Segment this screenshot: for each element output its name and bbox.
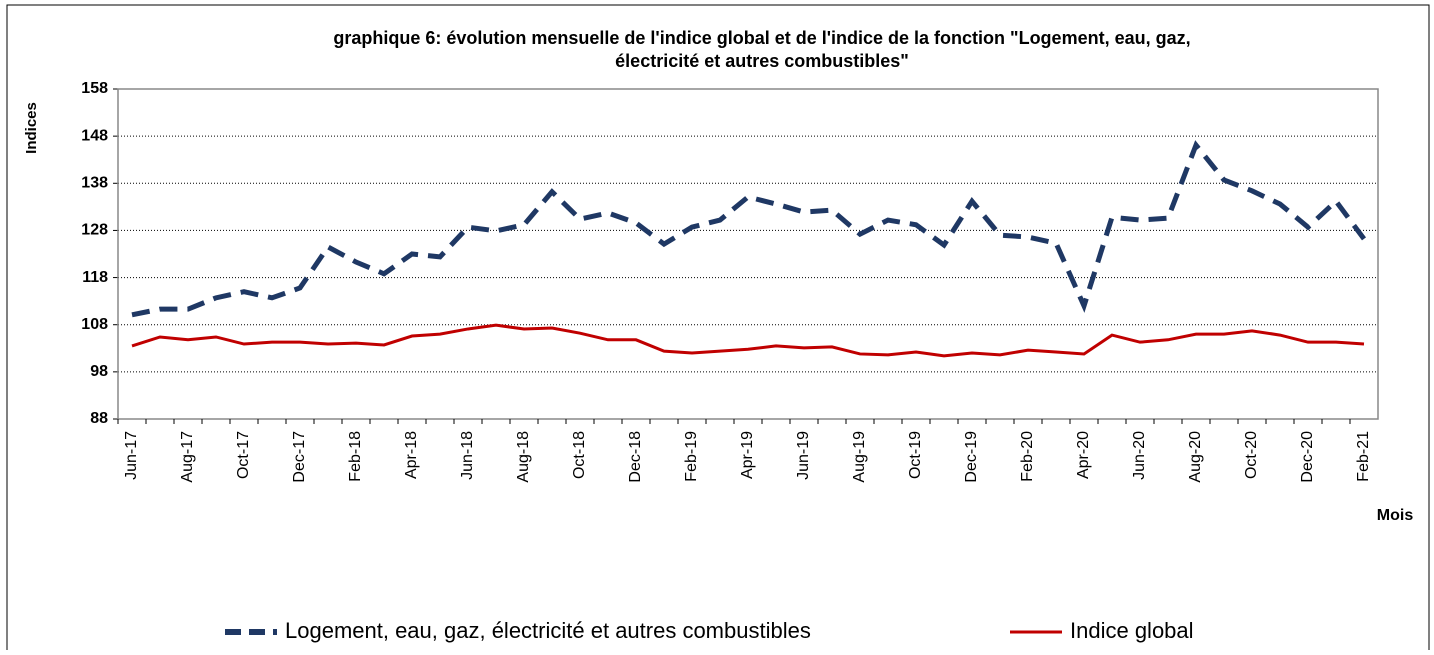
x-tick-label: Oct-20 bbox=[1243, 431, 1260, 479]
chart-title: graphique 6: évolution mensuelle de l'in… bbox=[333, 28, 1190, 48]
x-tick-label: Apr-19 bbox=[739, 431, 756, 479]
legend-label: Indice global bbox=[1070, 618, 1194, 643]
x-tick-label: Oct-18 bbox=[571, 431, 588, 479]
x-tick-label: Feb-21 bbox=[1355, 431, 1372, 482]
x-tick-label: Dec-17 bbox=[291, 431, 308, 483]
x-tick-label: Feb-20 bbox=[1019, 431, 1036, 482]
x-tick-label: Jun-18 bbox=[459, 431, 476, 480]
y-tick-label: 148 bbox=[81, 127, 108, 144]
y-tick-label: 108 bbox=[81, 316, 108, 333]
x-tick-label: Apr-20 bbox=[1075, 431, 1092, 479]
y-tick-label: 128 bbox=[81, 222, 108, 239]
series-line bbox=[131, 140, 1367, 318]
x-tick-label: Jun-20 bbox=[1131, 431, 1148, 480]
x-tick-label: Jun-17 bbox=[123, 431, 140, 480]
x-tick-label: Oct-19 bbox=[907, 431, 924, 479]
x-tick-label: Oct-17 bbox=[235, 431, 252, 479]
x-tick-label: Aug-19 bbox=[851, 431, 868, 483]
x-tick-label: Dec-19 bbox=[963, 431, 980, 483]
x-tick-label: Aug-20 bbox=[1187, 431, 1204, 483]
y-tick-label: 88 bbox=[90, 410, 108, 427]
x-tick-label: Jun-19 bbox=[795, 431, 812, 480]
x-tick-label: Dec-18 bbox=[627, 431, 644, 483]
frame bbox=[6, 4, 1430, 655]
x-tick-label: Feb-18 bbox=[347, 431, 364, 482]
y-axis-label: Indices bbox=[23, 102, 40, 154]
y-tick-label: 158 bbox=[81, 80, 108, 97]
y-tick-label: 98 bbox=[90, 363, 108, 380]
chart-title: électricité et autres combustibles" bbox=[615, 51, 909, 71]
plot-frame bbox=[117, 88, 1379, 420]
x-tick-label: Apr-18 bbox=[403, 431, 420, 479]
y-tick-label: 138 bbox=[81, 175, 108, 192]
x-tick-label: Feb-19 bbox=[683, 431, 700, 482]
legend-label: Logement, eau, gaz, électricité et autre… bbox=[285, 618, 811, 643]
series-line bbox=[131, 323, 1365, 358]
x-tick-label: Aug-17 bbox=[179, 431, 196, 483]
x-tick-label: Aug-18 bbox=[515, 431, 532, 483]
x-axis-label: Mois bbox=[1377, 507, 1414, 524]
x-tick-label: Dec-20 bbox=[1299, 431, 1316, 483]
y-tick-label: 118 bbox=[82, 269, 108, 286]
